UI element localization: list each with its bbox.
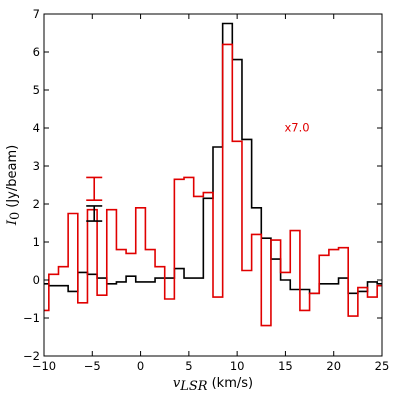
annotation-0: x7.0 xyxy=(284,121,309,135)
y-axis-unit: (Jy/beam) xyxy=(5,145,20,208)
plot-frame xyxy=(43,13,383,357)
x-tick-label: 15 xyxy=(278,359,293,373)
y-tick-label: −2 xyxy=(23,349,40,363)
x-tick-label: −5 xyxy=(84,359,101,373)
series-layer xyxy=(44,22,382,327)
y-axis-subscript: 0 xyxy=(8,212,23,220)
x-axis-label: vLSR (km/s) xyxy=(173,376,253,394)
y-axis-label: I0 (Jy/beam) xyxy=(5,145,23,226)
y-tick-label: 6 xyxy=(33,45,40,59)
y-tick-label: 1 xyxy=(33,235,40,249)
y-tick-label: 5 xyxy=(33,83,40,97)
y-tick-label: 3 xyxy=(33,159,40,173)
y-axis-symbol: I xyxy=(5,219,20,226)
x-axis-subscript: LSR xyxy=(179,379,208,394)
x-tick-label: 0 xyxy=(137,359,144,373)
y-tick-label: 2 xyxy=(33,197,40,211)
series-1-line xyxy=(44,43,382,327)
y-tick-label: 7 xyxy=(33,7,40,21)
annotation-layer: x7.0 xyxy=(284,121,309,135)
y-tick-label: 0 xyxy=(33,273,40,287)
errorbar-layer xyxy=(86,176,103,222)
error-bar-1 xyxy=(86,176,103,201)
x-tick-label: 20 xyxy=(326,359,341,373)
x-tick-label: −10 xyxy=(32,359,56,373)
x-tick-label: 5 xyxy=(185,359,192,373)
x-axis-symbol: v xyxy=(173,376,181,391)
x-axis-unit: (km/s) xyxy=(212,376,254,391)
x-tick-label: 25 xyxy=(375,359,390,373)
error-bar-0 xyxy=(86,205,103,222)
y-tick-label: −1 xyxy=(23,311,40,325)
y-tick-label: 4 xyxy=(33,121,40,135)
x-tick-label: 10 xyxy=(230,359,245,373)
